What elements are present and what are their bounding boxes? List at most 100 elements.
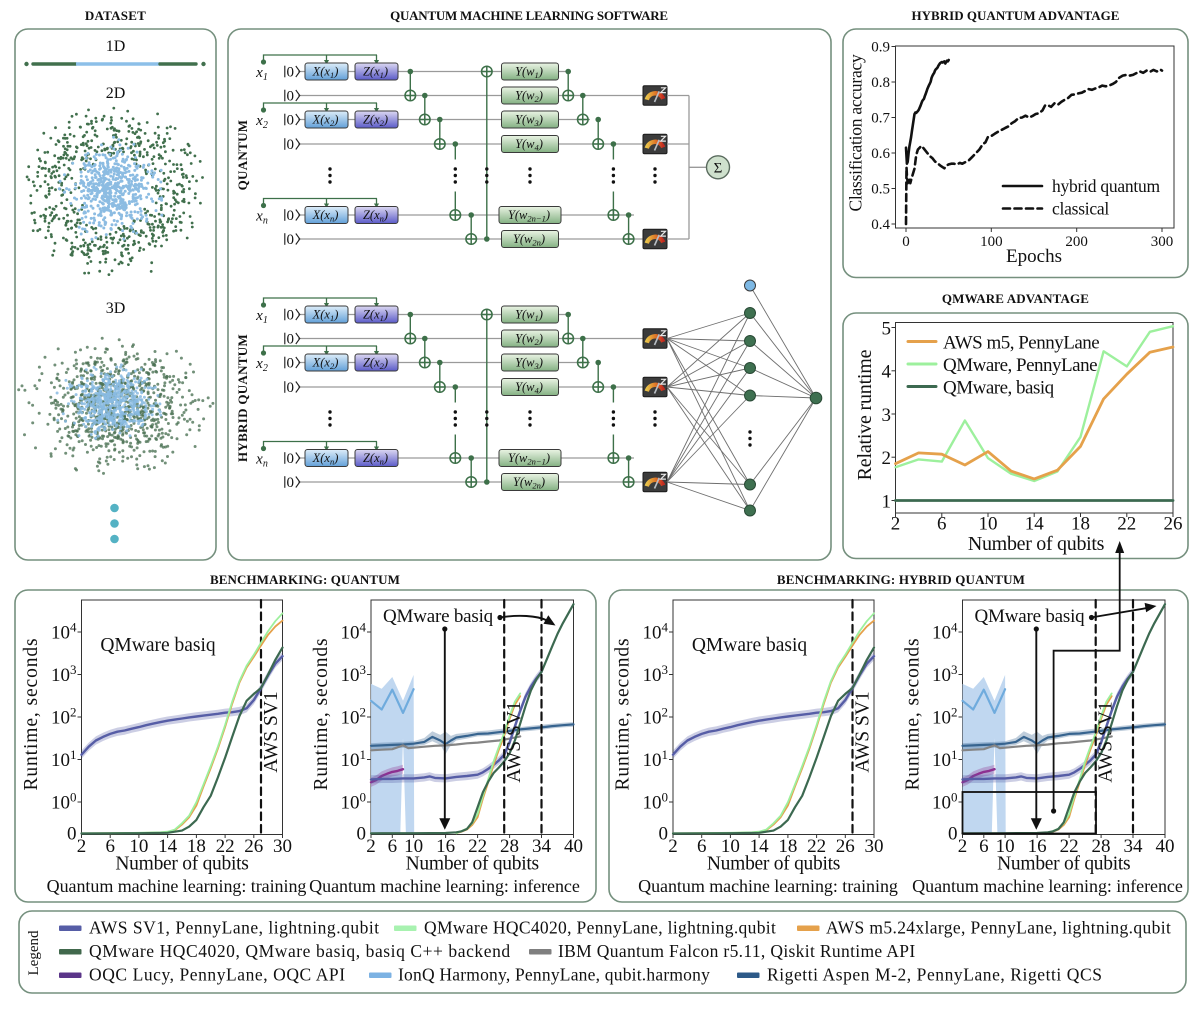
svg-text:QMware HQC4020, QMware basiq,: QMware HQC4020, QMware basiq, basiq C++ … bbox=[89, 941, 511, 961]
svg-text:DATASET: DATASET bbox=[85, 8, 146, 23]
svg-text:2: 2 bbox=[366, 836, 376, 857]
svg-text:28: 28 bbox=[500, 836, 519, 857]
svg-text:IBM Quantum Falcon r5.11, Qisk: IBM Quantum Falcon r5.11, Qiskit Runtime… bbox=[558, 941, 916, 961]
svg-text:200: 200 bbox=[1065, 234, 1088, 250]
svg-text:6: 6 bbox=[979, 836, 989, 857]
svg-text:Quantum machine learning: trai: Quantum machine learning: training bbox=[47, 876, 307, 896]
svg-text:Quantum machine learning: infe: Quantum machine learning: inference bbox=[309, 876, 580, 896]
svg-text:Relative runtime: Relative runtime bbox=[854, 349, 876, 480]
svg-text:2: 2 bbox=[668, 836, 678, 857]
svg-text:0: 0 bbox=[287, 113, 295, 129]
svg-text:0.4: 0.4 bbox=[871, 217, 890, 233]
svg-text:22: 22 bbox=[1060, 836, 1079, 857]
svg-text:0: 0 bbox=[948, 824, 958, 845]
svg-text:0: 0 bbox=[287, 380, 295, 396]
svg-text:Number of qubits: Number of qubits bbox=[968, 533, 1105, 555]
svg-text:QMware, basiq: QMware, basiq bbox=[943, 378, 1055, 399]
svg-text:26: 26 bbox=[836, 836, 855, 857]
svg-text:QMware basiq: QMware basiq bbox=[100, 635, 216, 656]
svg-text:2: 2 bbox=[891, 514, 901, 535]
svg-text:0: 0 bbox=[287, 89, 295, 105]
svg-text:2D: 2D bbox=[106, 85, 126, 102]
svg-text:Z(x1): Z(x1) bbox=[363, 308, 388, 324]
svg-text:Number of qubits: Number of qubits bbox=[406, 854, 539, 875]
svg-text:QMware HQC4020, PennyLane, lig: QMware HQC4020, PennyLane, lightning.qub… bbox=[424, 918, 776, 938]
svg-text:X(xn): X(xn) bbox=[312, 451, 339, 467]
svg-text:30: 30 bbox=[273, 836, 292, 857]
svg-text:Y(w1): Y(w1) bbox=[515, 65, 543, 81]
svg-text:QMWARE ADVANTAGE: QMWARE ADVANTAGE bbox=[942, 291, 1089, 306]
svg-text:OQC Lucy, PennyLane, OQC API: OQC Lucy, PennyLane, OQC API bbox=[89, 965, 346, 985]
svg-text:0: 0 bbox=[287, 332, 295, 348]
svg-text:10: 10 bbox=[979, 514, 998, 535]
svg-text:Y(w3): Y(w3) bbox=[515, 113, 543, 129]
svg-text:QMware, PennyLane: QMware, PennyLane bbox=[943, 355, 1097, 376]
svg-text:6: 6 bbox=[697, 836, 707, 857]
svg-text:0: 0 bbox=[287, 451, 295, 467]
svg-text:Y(w2n): Y(w2n) bbox=[513, 475, 545, 491]
svg-text:IonQ Harmony, PennyLane, qubit: IonQ Harmony, PennyLane, qubit.harmony bbox=[398, 965, 710, 985]
svg-text:16: 16 bbox=[1028, 836, 1047, 857]
svg-text:18: 18 bbox=[1071, 514, 1090, 535]
svg-text:26: 26 bbox=[244, 836, 263, 857]
svg-text:Quantum machine learning: infe: Quantum machine learning: inference bbox=[912, 876, 1183, 896]
svg-text:1: 1 bbox=[882, 491, 892, 512]
svg-text:QUANTUM MACHINE LEARNING SOFTW: QUANTUM MACHINE LEARNING SOFTWARE bbox=[390, 8, 668, 23]
svg-text:Y(w2): Y(w2) bbox=[515, 332, 543, 348]
svg-text:Number of qubits: Number of qubits bbox=[115, 854, 248, 875]
svg-text:14: 14 bbox=[158, 836, 178, 857]
svg-text:14: 14 bbox=[1025, 514, 1045, 535]
svg-text:0.9: 0.9 bbox=[871, 40, 890, 56]
svg-text:QUANTUM: QUANTUM bbox=[235, 120, 250, 191]
svg-text:hybrid quantum: hybrid quantum bbox=[1052, 176, 1160, 196]
svg-text:4: 4 bbox=[882, 362, 892, 383]
svg-text:28: 28 bbox=[1092, 836, 1111, 857]
svg-text:3: 3 bbox=[882, 405, 892, 426]
svg-text:X(xn): X(xn) bbox=[312, 208, 339, 224]
svg-text:AWS SV1: AWS SV1 bbox=[852, 691, 873, 772]
svg-text:34: 34 bbox=[1124, 836, 1144, 857]
svg-text:18: 18 bbox=[187, 836, 206, 857]
svg-text:Y(w2): Y(w2) bbox=[515, 89, 543, 105]
svg-text:BENCHMARKING: QUANTUM: BENCHMARKING: QUANTUM bbox=[210, 572, 400, 587]
svg-text:Legend: Legend bbox=[26, 930, 42, 975]
svg-text:QMware basiq: QMware basiq bbox=[383, 606, 494, 627]
svg-text:X(x2): X(x2) bbox=[312, 356, 339, 372]
svg-text:0.5: 0.5 bbox=[871, 182, 890, 198]
svg-text:QMware basiq: QMware basiq bbox=[975, 606, 1086, 627]
svg-text:0: 0 bbox=[287, 208, 295, 224]
svg-text:10: 10 bbox=[721, 836, 740, 857]
svg-text:101: 101 bbox=[643, 747, 669, 771]
svg-text:0: 0 bbox=[287, 65, 295, 81]
svg-text:Runtime, seconds: Runtime, seconds bbox=[903, 637, 924, 790]
svg-text:Runtime, seconds: Runtime, seconds bbox=[613, 637, 634, 790]
svg-text:2: 2 bbox=[958, 836, 968, 857]
svg-text:30: 30 bbox=[865, 836, 884, 857]
svg-text:HYBRID QUANTUM ADVANTAGE: HYBRID QUANTUM ADVANTAGE bbox=[911, 8, 1119, 23]
svg-text:AWS SV1: AWS SV1 bbox=[261, 691, 282, 772]
svg-text:3D: 3D bbox=[106, 300, 126, 317]
svg-text:Z(xn): Z(xn) bbox=[363, 451, 388, 467]
svg-text:22: 22 bbox=[216, 836, 235, 857]
svg-text:Number of qubits: Number of qubits bbox=[707, 854, 840, 875]
svg-text:10: 10 bbox=[996, 836, 1015, 857]
svg-text:0: 0 bbox=[287, 475, 295, 491]
svg-text:Σ: Σ bbox=[714, 161, 723, 177]
svg-text:Z(x1): Z(x1) bbox=[363, 65, 388, 81]
svg-text:22: 22 bbox=[807, 836, 826, 857]
svg-text:16: 16 bbox=[436, 836, 455, 857]
svg-text:6: 6 bbox=[388, 836, 398, 857]
svg-text:Epochs: Epochs bbox=[1006, 246, 1062, 267]
svg-text:Number of qubits: Number of qubits bbox=[997, 854, 1130, 875]
svg-text:300: 300 bbox=[1151, 234, 1174, 250]
svg-text:2: 2 bbox=[882, 448, 892, 469]
svg-text:X(x1): X(x1) bbox=[312, 65, 339, 81]
svg-text:0: 0 bbox=[287, 308, 295, 324]
svg-text:BENCHMARKING: HYBRID QUANTUM: BENCHMARKING: HYBRID QUANTUM bbox=[777, 572, 1025, 587]
svg-text:0: 0 bbox=[287, 356, 295, 372]
svg-text:Y(w1): Y(w1) bbox=[515, 308, 543, 324]
svg-text:22: 22 bbox=[1117, 514, 1136, 535]
svg-text:Z(xn): Z(xn) bbox=[363, 208, 388, 224]
svg-text:40: 40 bbox=[564, 836, 583, 857]
svg-text:18: 18 bbox=[778, 836, 797, 857]
